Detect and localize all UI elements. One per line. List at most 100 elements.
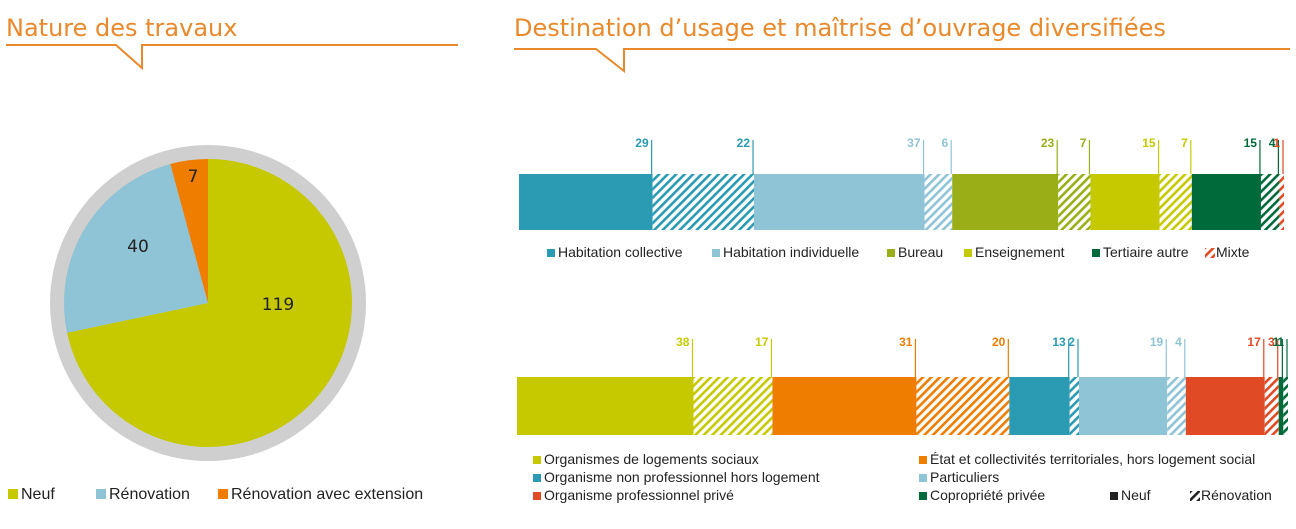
legend-item-etat-et-collectivites-territoriales-hors-logement-social: État et collectivités territoriales, hor… (919, 451, 1255, 467)
legend-swatch (218, 489, 228, 499)
data-label-bureau-neuf: 23 (1041, 136, 1055, 150)
bar-segment-enseignement-neuf (1090, 174, 1160, 230)
legend-label: Habitation collective (558, 244, 683, 260)
bar-segment-etat-et-collectivites-territoriales-hors-logement-social-renovation (916, 377, 1010, 435)
legend-label: Copropriété privée (930, 487, 1045, 503)
legend-label: État et collectivités territoriales, hor… (930, 451, 1255, 467)
bar-segment-copropriete-privee-neuf (1278, 377, 1284, 435)
bar-segment-habitation-individuelle-renovation (924, 174, 953, 230)
legend-item-bureau: Bureau (887, 244, 943, 260)
legend-item-mixte: Mixte (1205, 244, 1250, 260)
bar-segment-organisme-non-professionnel-hors-logement-neuf (1009, 377, 1070, 435)
pie-label-neuf: 119 (262, 295, 294, 315)
data-label-organisme-non-professionnel-hors-logement-neuf: 13 (1052, 335, 1066, 349)
legend-item-tertiaire-autre: Tertiaire autre (1092, 244, 1189, 260)
bar-segment-bureau-renovation (1058, 174, 1091, 230)
legend-label: Neuf (1121, 487, 1151, 503)
legend-swatch (712, 249, 720, 257)
bar-segment-enseignement-renovation (1159, 174, 1192, 230)
legend-item-organisme-professionnel-prive: Organisme professionnel privé (533, 487, 734, 503)
legend-item-particuliers: Particuliers (919, 469, 999, 485)
data-label-habitation-individuelle-neuf: 37 (907, 136, 921, 150)
pie-legend-item-renovation: Rénovation (96, 486, 190, 503)
bar-segment-habitation-collective-neuf (519, 174, 653, 230)
data-label-organisme-non-professionnel-hors-logement-renovation: 2 (1068, 335, 1075, 349)
legend-swatch (919, 456, 927, 464)
legend-label: Rénovation (109, 486, 190, 503)
legend-item-renovation: Rénovation (1190, 487, 1272, 503)
legend-swatch (8, 489, 18, 499)
legend-label: Tertiaire autre (1103, 244, 1189, 260)
right-title: Destination d’usage et maîtrise d’ouvrag… (514, 14, 1166, 42)
legend-swatch (887, 249, 895, 257)
data-label-habitation-individuelle-renovation: 6 (942, 136, 949, 150)
bar-segment-copropriete-privee-renovation (1283, 377, 1288, 435)
bar-segment-particuliers-renovation (1167, 377, 1186, 435)
data-label-tertiaire-autre-neuf: 15 (1244, 136, 1258, 150)
owner-bar-chart: 38 17 31 20 13 2 19 4 17 311 (517, 335, 1288, 435)
legend-swatch (1110, 492, 1118, 500)
data-label-etat-et-collectivites-territoriales-hors-logement-social-neuf: 31 (899, 335, 913, 349)
legend-swatch (533, 492, 541, 500)
legend-label: Organisme professionnel privé (544, 487, 734, 503)
data-label-mixte-renovation: 1 (1273, 136, 1280, 150)
legend-swatch (919, 492, 927, 500)
bar-segment-habitation-individuelle-neuf (754, 174, 925, 230)
left-title: Nature des travaux (6, 14, 238, 42)
legend-item-enseignement: Enseignement (964, 244, 1065, 260)
legend-label: Rénovation avec extension (231, 486, 423, 503)
data-label-organismes-de-logements-sociaux-renovation: 17 (755, 335, 769, 349)
bar-segment-tertiaire-autre-neuf (1191, 174, 1261, 230)
data-label-enseignement-neuf: 15 (1142, 136, 1156, 150)
pie-legend-item-neuf: Neuf (8, 486, 55, 503)
bar-segment-bureau-neuf (952, 174, 1059, 230)
legend-label: Enseignement (975, 244, 1065, 260)
bar-segment-organisme-non-professionnel-hors-logement-renovation (1069, 377, 1079, 435)
pie-slice-renovation (64, 164, 209, 333)
right-title-underline (514, 48, 1290, 74)
pie-chart: 119 40 7 (50, 145, 366, 461)
data-label-organisme-professionnel-prive-renovation: 3 (1268, 335, 1275, 349)
data-label-etat-et-collectivites-territoriales-hors-logement-social-renovation: 20 (992, 335, 1006, 349)
usage-bar-chart: 29 22 37 6 23 7 15 7 15 41 (519, 136, 1284, 230)
legend-swatch (1092, 249, 1100, 257)
legend-item-neuf: Neuf (1110, 487, 1151, 503)
legend-swatch (533, 474, 541, 482)
legend-label: Habitation individuelle (723, 244, 859, 260)
data-label-habitation-collective-neuf: 29 (635, 136, 649, 150)
pie-legend: Neuf Rénovation Rénovation avec extension (8, 486, 423, 503)
legend-item-organismes-de-logements-sociaux: Organismes de logements sociaux (533, 451, 759, 467)
legend-label: Bureau (898, 244, 943, 260)
usage-legend: Habitation collective Habitation individu… (547, 244, 1250, 260)
title-underlines (6, 44, 1290, 74)
data-label-tertiaire-autre-renovation: 4 (1269, 136, 1276, 150)
data-label-particuliers-renovation: 4 (1175, 335, 1182, 349)
bar-segment-organismes-de-logements-sociaux-neuf (517, 377, 694, 435)
data-label-habitation-collective-renovation: 22 (737, 136, 751, 150)
legend-swatch (919, 474, 927, 482)
pie-label-renovation-avec-extension: 7 (188, 167, 199, 187)
legend-swatch (1205, 248, 1215, 258)
legend-label: Organisme non professionnel hors logemen… (544, 469, 820, 485)
data-label-copropriete-privee-neuf: 1 (1273, 335, 1280, 349)
legend-swatch (96, 489, 106, 499)
bar-segment-habitation-collective-renovation (652, 174, 755, 230)
owner-legend: Organismes de logements sociaux État et c… (533, 451, 1272, 503)
bar-segment-particuliers-neuf (1078, 377, 1168, 435)
legend-item-habitation-collective: Habitation collective (547, 244, 683, 260)
left-title-underline (6, 44, 458, 71)
bar-segment-etat-et-collectivites-territoriales-hors-logement-social-neuf (772, 377, 917, 435)
bar-segment-organisme-professionnel-prive-neuf (1185, 377, 1265, 435)
legend-swatch (1190, 491, 1200, 501)
legend-label: Particuliers (930, 469, 999, 485)
pie-slice-renovation-avec-extension (170, 159, 208, 303)
legend-item-organisme-non-professionnel-hors-logement: Organisme non professionnel hors logemen… (533, 469, 820, 485)
legend-swatch (547, 249, 555, 257)
legend-label: Neuf (21, 486, 55, 503)
legend-item-habitation-individuelle: Habitation individuelle (712, 244, 859, 260)
pie-legend-item-renovation-avec-extension: Rénovation avec extension (218, 486, 423, 503)
bar-segment-organismes-de-logements-sociaux-renovation (693, 377, 773, 435)
data-label-particuliers-neuf: 19 (1150, 335, 1164, 349)
data-label-organismes-de-logements-sociaux-neuf: 38 (676, 335, 690, 349)
